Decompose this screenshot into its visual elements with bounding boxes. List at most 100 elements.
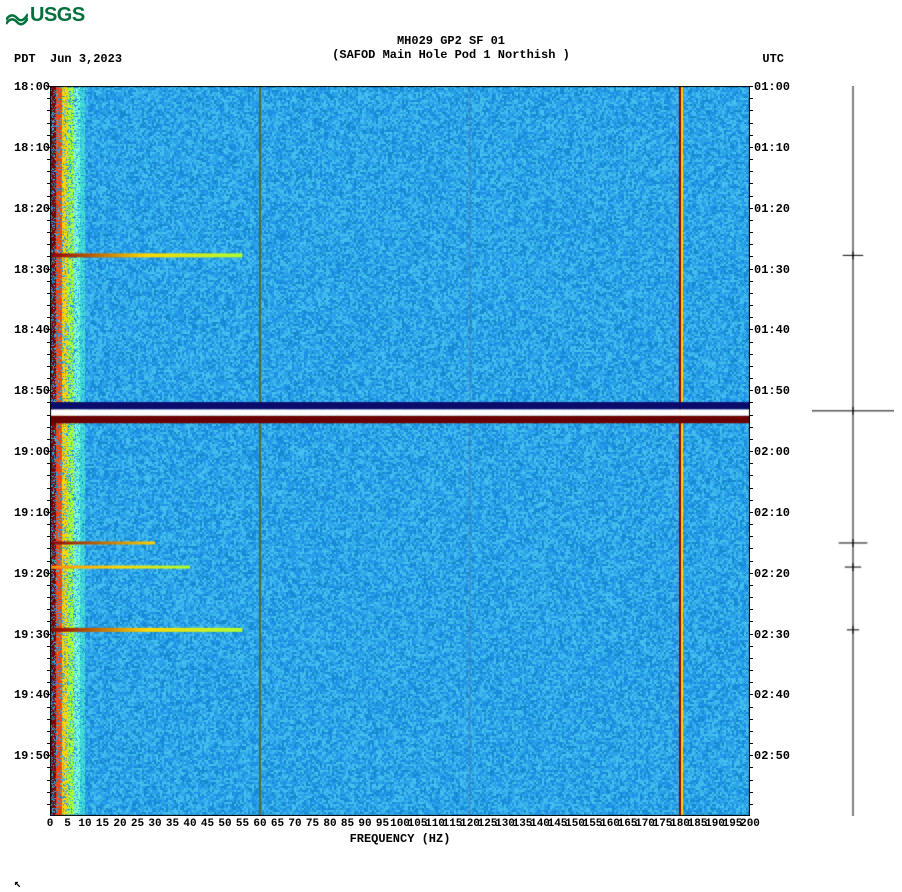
chart-header: MH029 GP2 SF 01 (SAFOD Main Hole Pod 1 N… [0,34,902,62]
ytick-minor [47,743,50,744]
ytick-minor [750,682,753,683]
activity-waveform [812,86,894,816]
ytick-minor [750,402,753,403]
ytick-minor [47,463,50,464]
ytick-minor [750,780,753,781]
ytick-minor [47,561,50,562]
ytick-minor [750,427,753,428]
ytick-right: 02:20 [754,567,790,581]
ytick-right: 02:30 [754,628,790,642]
ytick-minor [47,86,50,87]
ytick-right: 02:50 [754,749,790,763]
ytick-right: 01:20 [754,202,790,216]
ytick-left: 19:00 [10,445,50,459]
right-timezone-label: UTC [762,52,784,66]
xtick: 45 [201,818,214,830]
ytick-minor [750,573,753,574]
ytick-minor [750,281,753,282]
ytick-minor [47,98,50,99]
xtick: 5 [64,818,71,830]
ytick-minor [750,670,753,671]
ytick-minor [750,110,753,111]
ytick-minor [47,427,50,428]
usgs-wave-icon [6,6,28,26]
xtick: 35 [166,818,179,830]
ytick-minor [750,767,753,768]
ytick-minor [750,743,753,744]
ytick-minor [750,548,753,549]
left-timezone-label: PDT Jun 3,2023 [14,52,122,66]
xtick: 30 [148,818,161,830]
ytick-minor [750,305,753,306]
ytick-minor [750,123,753,124]
ytick-minor [47,585,50,586]
ytick-minor [47,512,50,513]
ytick-left: 19:40 [10,688,50,702]
ytick-minor [47,171,50,172]
xtick: 200 [740,818,760,830]
xtick: 20 [113,818,126,830]
xtick: 15 [96,818,109,830]
ytick-right: 01:10 [754,141,790,155]
ytick-minor [750,208,753,209]
ytick-left: 18:20 [10,202,50,216]
ytick-minor [47,731,50,732]
xtick: 90 [358,818,371,830]
ytick-minor [750,634,753,635]
spectrogram-plot [50,86,750,816]
ytick-minor [47,670,50,671]
ytick-minor [750,293,753,294]
ytick-minor [47,536,50,537]
ytick-minor [47,719,50,720]
ytick-minor [750,719,753,720]
ytick-minor [750,354,753,355]
ytick-minor [750,524,753,525]
xtick: 50 [218,818,231,830]
ytick-minor [47,658,50,659]
ytick-right: 02:10 [754,506,790,520]
ytick-minor [47,707,50,708]
ytick-minor [750,804,753,805]
ytick-minor [750,342,753,343]
ytick-minor [750,147,753,148]
logo-text: USGS [30,4,85,27]
ytick-minor [47,621,50,622]
ytick-right: 01:40 [754,323,790,337]
ytick-minor [47,183,50,184]
xtick: 55 [236,818,249,830]
ytick-minor [47,792,50,793]
ytick-right: 01:00 [754,80,790,94]
ytick-left: 18:40 [10,323,50,337]
ytick-minor [750,609,753,610]
ytick-minor [750,512,753,513]
ytick-minor [47,329,50,330]
ytick-minor [750,86,753,87]
ytick-minor [750,196,753,197]
ytick-minor [47,123,50,124]
xtick: 65 [271,818,284,830]
xtick: 85 [341,818,354,830]
ytick-minor [750,232,753,233]
ytick-minor [750,646,753,647]
ytick-minor [750,536,753,537]
ytick-minor [750,390,753,391]
ytick-minor [750,621,753,622]
ytick-minor [47,317,50,318]
ytick-minor [750,98,753,99]
ytick-minor [47,609,50,610]
ytick-minor [47,244,50,245]
ytick-minor [47,256,50,257]
ytick-minor [47,694,50,695]
ytick-minor [47,390,50,391]
ytick-minor [47,548,50,549]
ytick-right: 01:30 [754,263,790,277]
ytick-minor [47,755,50,756]
ytick-left: 18:10 [10,141,50,155]
ytick-minor [47,293,50,294]
xtick: 40 [183,818,196,830]
xtick: 80 [323,818,336,830]
ytick-minor [750,317,753,318]
ytick-minor [47,402,50,403]
ytick-minor [47,378,50,379]
ytick-minor [47,682,50,683]
